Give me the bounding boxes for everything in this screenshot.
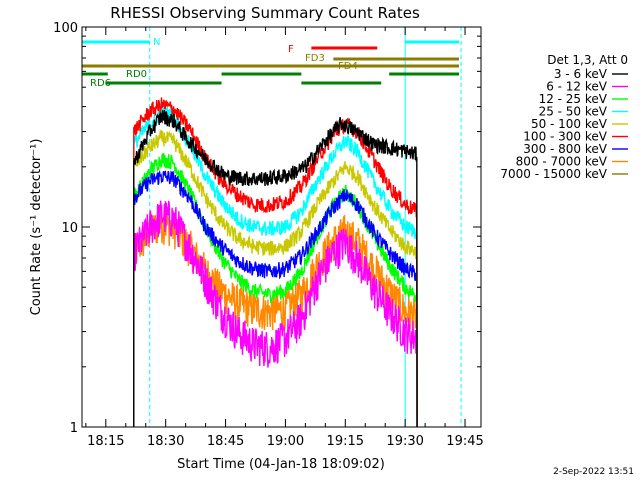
legend-label-50-100-kev: 50 - 100 keV bbox=[531, 117, 608, 131]
x-tick-label-1: 18:30 bbox=[147, 434, 184, 449]
mode-label-rd6: RD6 bbox=[90, 78, 111, 89]
mode-label-f: F bbox=[288, 44, 294, 55]
x-tick-label-4: 19:15 bbox=[327, 434, 364, 449]
legend-label-6-12-kev: 6 - 12 keV bbox=[546, 80, 608, 94]
series-lines bbox=[133, 97, 418, 428]
legend-label-100-300-kev: 100 - 300 keV bbox=[523, 130, 607, 144]
series-line-6-12-kev bbox=[133, 200, 418, 428]
legend-label-12-25-kev: 12 - 25 keV bbox=[539, 92, 608, 106]
x-tick-label-0: 18:15 bbox=[87, 434, 124, 449]
legend-label-25-50-kev: 25 - 50 keV bbox=[539, 105, 608, 119]
series-line-25-50-kev bbox=[133, 104, 418, 428]
mode-label-n: N bbox=[153, 37, 160, 48]
mode-label-fd4: FD4 bbox=[338, 61, 358, 72]
x-tick-label-6: 19:45 bbox=[446, 434, 483, 449]
x-tick-label-2: 18:45 bbox=[207, 434, 244, 449]
legend-label-7000-15000-kev: 7000 - 15000 keV bbox=[500, 167, 607, 181]
legend-label-300-800-kev: 300 - 800 keV bbox=[523, 142, 607, 156]
series-line-3-6-kev bbox=[133, 110, 418, 428]
series-line-800-7000-kev bbox=[133, 207, 418, 428]
timestamp: 2-Sep-2022 13:51 bbox=[553, 467, 634, 477]
series-line-300-800-kev bbox=[133, 169, 418, 428]
y-tick-label-1: 10 bbox=[61, 221, 78, 236]
series-line-50-100-kev bbox=[133, 128, 418, 428]
x-tick-label-3: 19:00 bbox=[267, 434, 304, 449]
legend-header: Det 1,3, Att 0 bbox=[547, 53, 628, 67]
series-line-100-300-kev bbox=[133, 97, 418, 428]
y-axis-label: Count Rate (s⁻¹ detector⁻¹) bbox=[29, 139, 44, 316]
x-axis-label: Start Time (04-Jan-18 18:09:02) bbox=[177, 457, 385, 472]
mode-label-fd3: FD3 bbox=[305, 53, 325, 64]
mode-label-rd0: RD0 bbox=[126, 69, 147, 80]
chart-title: RHESSI Observing Summary Count Rates bbox=[110, 4, 420, 22]
y-axis: 1 10 100 bbox=[53, 21, 481, 436]
y-tick-label-0: 1 bbox=[70, 421, 78, 436]
x-tick-label-5: 19:30 bbox=[386, 434, 423, 449]
x-axis: 18:15 18:30 18:45 19:00 19:15 19:30 19:45 bbox=[85, 27, 484, 449]
y-tick-label-2: 100 bbox=[53, 21, 78, 36]
mode-bars: N F FD3 FD4 RD0 RD6 bbox=[82, 37, 459, 89]
legend-label-3-6-kev: 3 - 6 keV bbox=[554, 67, 608, 81]
legend-label-800-7000-kev: 800 - 7000 keV bbox=[516, 155, 608, 169]
